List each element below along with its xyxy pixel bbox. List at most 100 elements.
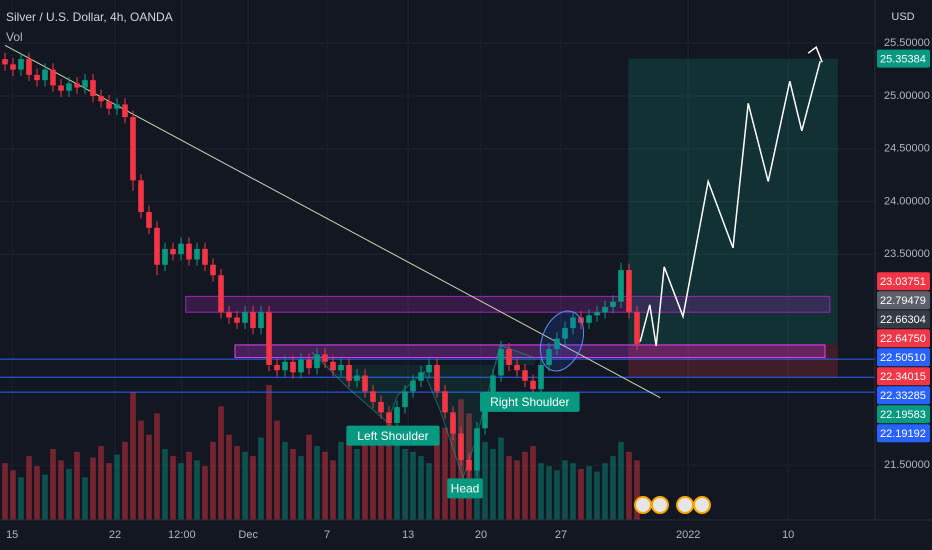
volume-bar	[130, 392, 136, 520]
volume-bar	[138, 420, 144, 520]
volume-bar	[154, 413, 160, 520]
zone	[234, 344, 826, 359]
candle-body	[114, 104, 120, 109]
volume-bar	[82, 477, 88, 520]
price-label-box	[877, 329, 930, 348]
volume-bar	[178, 463, 184, 520]
volume-bar	[586, 466, 592, 520]
candle-body	[394, 407, 400, 423]
candle-body	[130, 117, 136, 181]
candle-body	[66, 83, 72, 91]
volume-bar	[202, 466, 208, 520]
candle-body	[2, 59, 8, 65]
projection-path	[639, 60, 821, 347]
y-tick-label: 25.50000	[884, 37, 930, 49]
candle-body	[202, 248, 208, 265]
candle-body	[490, 375, 496, 402]
candle-body	[26, 59, 32, 75]
candle-body	[274, 364, 280, 371]
candle-body	[162, 248, 168, 265]
candle-body	[370, 391, 376, 402]
y-tick-label: 25.00000	[884, 90, 930, 102]
volume-bar	[514, 460, 520, 520]
candle-body	[474, 428, 480, 471]
candle-body	[426, 364, 432, 373]
candle-body	[298, 359, 304, 373]
volume-bar	[594, 471, 600, 520]
volume-bar	[306, 434, 312, 520]
candle-body	[522, 370, 528, 381]
candle-body	[330, 361, 336, 371]
volume-bar	[418, 456, 424, 520]
volume-bar	[266, 385, 272, 520]
candle-body	[138, 180, 144, 213]
candle-body	[266, 312, 272, 365]
candle-body	[594, 312, 600, 316]
x-tick-label: 13	[402, 529, 414, 541]
volume-bar	[290, 448, 296, 520]
volume-bar	[122, 441, 128, 520]
price-label-box	[877, 348, 930, 367]
event-icon	[676, 496, 694, 514]
x-tick-label: 10	[782, 529, 794, 541]
candle-body	[34, 74, 40, 81]
candle-body	[90, 80, 96, 96]
candle-body	[282, 361, 288, 371]
overlay: Left Shoulder Head Right Shoulder	[346, 45, 823, 499]
chart-title: Silver / U.S. Dollar, 4h, OANDA	[6, 10, 173, 24]
volume-bar	[298, 456, 304, 520]
volume-bar	[58, 460, 64, 520]
price-label-box	[877, 291, 930, 310]
candle-body	[538, 364, 544, 390]
candle-body	[290, 361, 296, 373]
price-label: 25.35384	[880, 54, 926, 66]
candle-body	[186, 243, 192, 260]
volume-bar	[106, 463, 112, 520]
candle-body	[18, 59, 24, 70]
x-tick-label: 20	[475, 529, 487, 541]
candle-body	[170, 248, 176, 255]
x-tick-label: 15	[6, 529, 18, 541]
volume-bar	[258, 437, 264, 520]
x-tick-label: 2022	[676, 529, 700, 541]
candle-body	[210, 264, 216, 276]
candle-body	[498, 349, 504, 376]
volume-bar	[18, 477, 24, 520]
candle-body	[306, 359, 312, 369]
volume-bar	[626, 451, 632, 520]
volume-bar	[434, 434, 440, 520]
x-tick-label: Dec	[238, 529, 258, 541]
candle-body	[554, 338, 560, 350]
candle-body	[410, 380, 416, 392]
volume-bar	[186, 451, 192, 520]
volume-bar	[482, 441, 488, 520]
volume-bar	[506, 456, 512, 520]
x-tick-label: 12:00	[168, 529, 196, 541]
candle-body	[10, 64, 16, 70]
annotation-text: Left Shoulder	[357, 429, 428, 443]
volume-bar	[74, 451, 80, 520]
candle-body	[434, 364, 440, 392]
price-label: 22.64750	[880, 333, 926, 345]
volume-bar	[610, 456, 616, 520]
candle-body	[218, 275, 224, 313]
candle-body	[610, 301, 616, 307]
event-icon	[693, 496, 711, 514]
price-label: 22.34015	[880, 371, 926, 383]
candle-body	[418, 372, 424, 381]
price-label-box	[877, 424, 930, 443]
candle-body	[506, 349, 512, 365]
volume-bar	[498, 437, 504, 520]
event-icon	[634, 496, 652, 514]
candle-body	[346, 364, 352, 381]
price-label-box	[877, 405, 930, 424]
price-label: 22.19192	[880, 428, 926, 440]
volume-bar	[362, 437, 368, 520]
candle-body	[146, 212, 152, 228]
candle-body	[354, 375, 360, 381]
volume-bar	[330, 460, 336, 520]
volume-bar	[218, 406, 224, 520]
volume-bar	[234, 446, 240, 520]
annotation-text: Right Shoulder	[490, 395, 569, 409]
candle-body	[338, 364, 344, 371]
